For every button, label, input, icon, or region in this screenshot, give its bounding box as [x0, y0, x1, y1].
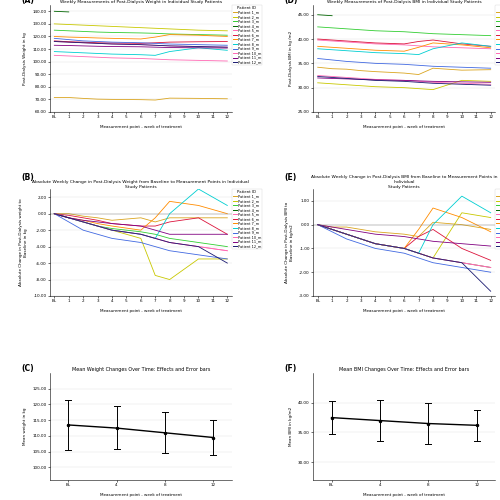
Title: Absolute Weekly Change in Post-Dialysis BMI from Baseline to Measurement Points : Absolute Weekly Change in Post-Dialysis …: [311, 176, 498, 188]
X-axis label: Measurement point - week of treatment: Measurement point - week of treatment: [363, 309, 445, 313]
Y-axis label: Absolute Change in Post-Dialysis BMI to
Baseline in kg/m2: Absolute Change in Post-Dialysis BMI to …: [285, 202, 294, 283]
Text: (F): (F): [284, 364, 296, 374]
X-axis label: Measurement point - week of treatment: Measurement point - week of treatment: [100, 309, 182, 313]
Legend: Patient 1_m, Patient 2_m, Patient 3_m, Patient 4_m, Patient 5_m, Patient 6_m, Pa: Patient 1_m, Patient 2_m, Patient 3_m, P…: [232, 189, 262, 250]
Legend: Patient 1_m, Patient 2_m, Patient 3_m, Patient 4_m, Patient 5_m, Patient 6_m, Pa: Patient 1_m, Patient 2_m, Patient 3_m, P…: [495, 5, 500, 66]
X-axis label: Measurement point - week of treatment: Measurement point - week of treatment: [100, 125, 182, 129]
Title: Weekly Measurements of Post-Dialysis Weight in Individual Study Patients: Weekly Measurements of Post-Dialysis Wei…: [60, 0, 222, 4]
Text: (E): (E): [284, 173, 296, 182]
Legend: Patient 1_m, Patient 2_m, Patient 3_m, Patient 4_m, Patient 5_m, Patient 6_m, Pa: Patient 1_m, Patient 2_m, Patient 3_m, P…: [232, 5, 262, 66]
Text: (D): (D): [284, 0, 298, 6]
Y-axis label: Post-Dialysis Weight in kg: Post-Dialysis Weight in kg: [22, 32, 26, 85]
Title: Absolute Weekly Change in Post-Dialysis Weight from Baseline to Measurement Poin: Absolute Weekly Change in Post-Dialysis …: [32, 180, 250, 188]
X-axis label: Measurement point - week of treatment: Measurement point - week of treatment: [100, 493, 182, 497]
Text: (C): (C): [21, 364, 34, 374]
Legend: Patient 1_m, Patient 2_m, Patient 3_m, Patient 4_m, Patient 5_m, Patient 6_m, Pa: Patient 1_m, Patient 2_m, Patient 3_m, P…: [495, 189, 500, 250]
Title: Mean BMI Changes Over Time: Effects and Error bars: Mean BMI Changes Over Time: Effects and …: [339, 367, 469, 372]
Text: (B): (B): [21, 173, 34, 182]
Y-axis label: Absolute Change in Post-Dialysis weight to
Baseline in kg: Absolute Change in Post-Dialysis weight …: [19, 198, 28, 286]
Title: Mean Weight Changes Over Time: Effects and Error bars: Mean Weight Changes Over Time: Effects a…: [72, 367, 210, 372]
X-axis label: Measurement point - week of treatment: Measurement point - week of treatment: [363, 125, 445, 129]
Title: Weekly Measurements of Post-Dialysis BMI in Individual Study Patients: Weekly Measurements of Post-Dialysis BMI…: [327, 0, 482, 4]
Text: (A): (A): [21, 0, 34, 6]
Y-axis label: Mean weight in kg: Mean weight in kg: [22, 408, 26, 446]
X-axis label: Measurement point - week of treatment: Measurement point - week of treatment: [363, 493, 445, 497]
Y-axis label: Mean BMI in kg/m2: Mean BMI in kg/m2: [288, 407, 292, 446]
Y-axis label: Post-Dialysis BMI in kg /m2: Post-Dialysis BMI in kg /m2: [288, 31, 292, 86]
